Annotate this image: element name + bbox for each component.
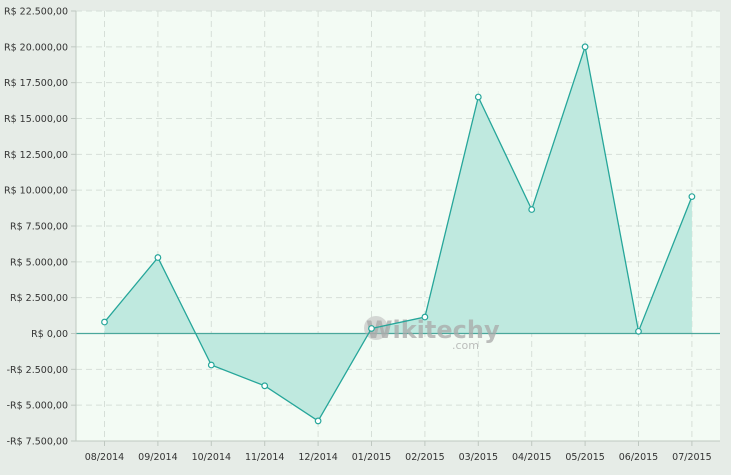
x-tick-label: 04/2015 [512, 452, 551, 463]
data-point [474, 93, 482, 101]
y-tick-label: R$ 22.500,00 [4, 7, 68, 18]
data-point [688, 193, 696, 201]
y-tick-label: R$ 5.000,00 [10, 257, 68, 268]
y-tick-label: R$ 2.500,00 [10, 293, 68, 304]
data-point [635, 327, 642, 335]
data-points [101, 43, 696, 425]
x-tick-label: 10/2014 [192, 452, 231, 463]
x-tick-label: 05/2015 [565, 452, 604, 463]
area-fill [104, 46, 692, 421]
data-point [314, 417, 322, 425]
y-tick-label: R$ 20.000,00 [4, 42, 68, 53]
data-point [154, 254, 162, 261]
x-tick-label: 07/2015 [672, 452, 711, 463]
data-point [101, 318, 108, 326]
x-tick-label: 08/2014 [85, 452, 124, 463]
x-tick-label: 09/2014 [138, 452, 177, 463]
y-tick-label: -R$ 2.500,00 [7, 365, 68, 376]
y-tick-label: R$ 12.500,00 [4, 150, 68, 161]
series-line [103, 46, 693, 422]
y-tick-label: R$ 10.000,00 [4, 186, 68, 197]
x-tick-label: 06/2015 [619, 452, 658, 463]
y-tick-label: R$ 7.500,00 [10, 222, 68, 233]
x-axis-labels: 08/2014 09/2014 10/2014 11/2014 12/2014 01/20… [85, 441, 712, 463]
x-tick-label: 01/2015 [352, 452, 391, 463]
data-point [421, 313, 429, 321]
y-tick-label: -R$ 7.500,00 [7, 437, 68, 448]
x-tick-label: 11/2014 [245, 452, 284, 463]
watermark-text: Wikitechy [366, 316, 500, 344]
data-point [581, 43, 589, 51]
y-axis-labels: -R$ 7.500,00 -R$ 5.000,00 -R$ 2.500,00 R$ 0… [4, 7, 76, 448]
y-tick-label: R$ 17.500,00 [4, 78, 68, 89]
x-tick-label: 12/2014 [298, 452, 337, 463]
data-point [261, 382, 269, 390]
x-tick-label: 02/2015 [405, 452, 444, 463]
y-tick-label: -R$ 5.000,00 [7, 401, 68, 412]
watermark-subtext: .com [452, 339, 479, 352]
data-point [528, 206, 536, 213]
y-tick-label: R$ 15.000,00 [4, 114, 68, 125]
x-tick-label: 03/2015 [459, 452, 498, 463]
data-point [207, 361, 215, 369]
data-point [368, 325, 375, 332]
y-tick-label: R$ 0,00 [31, 329, 68, 340]
